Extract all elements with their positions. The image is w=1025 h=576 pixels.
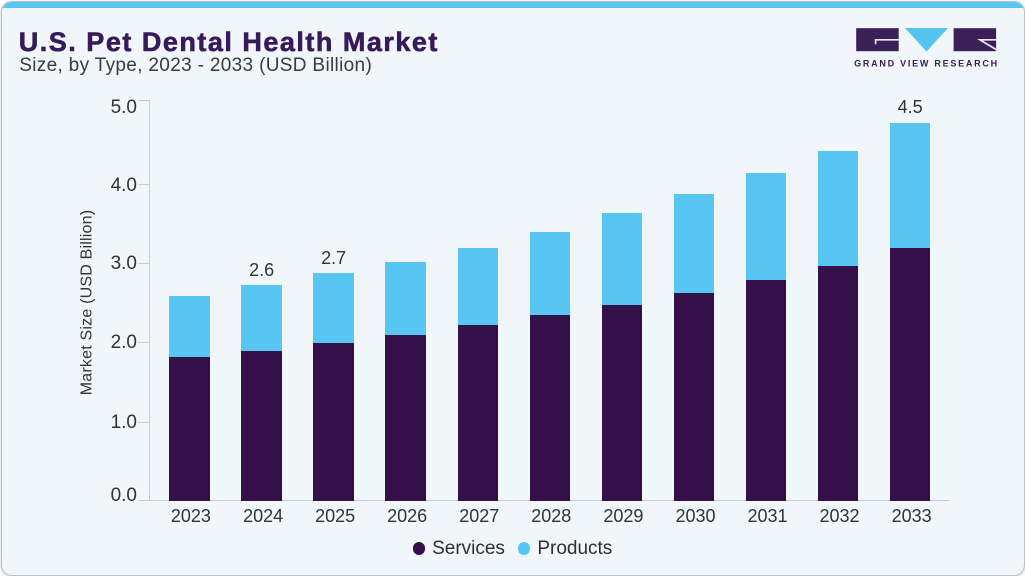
svg-text:GRAND VIEW RESEARCH: GRAND VIEW RESEARCH <box>854 59 999 69</box>
